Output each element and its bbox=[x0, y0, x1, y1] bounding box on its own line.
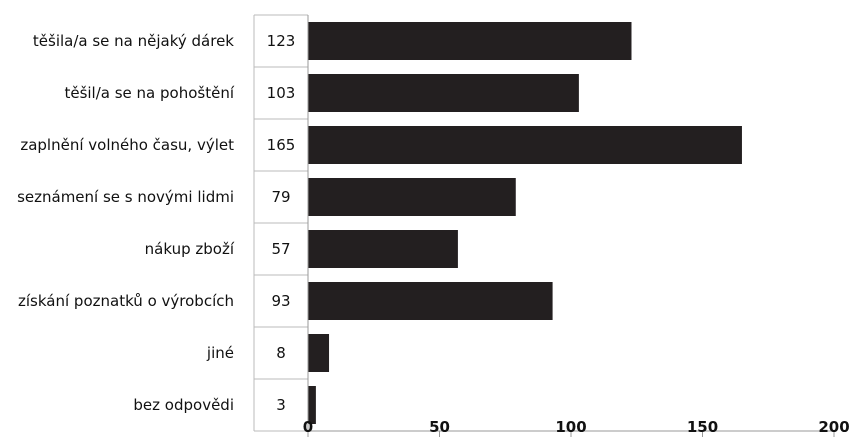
value-label: 79 bbox=[271, 188, 290, 206]
x-tick-label: 150 bbox=[687, 418, 718, 436]
value-label: 3 bbox=[276, 396, 286, 414]
x-tick-label: 200 bbox=[818, 418, 849, 436]
value-label: 123 bbox=[267, 32, 296, 50]
bar bbox=[308, 22, 632, 60]
bar bbox=[308, 386, 316, 424]
bar bbox=[308, 282, 553, 320]
category-label: nákup zboží bbox=[145, 240, 235, 258]
x-tick-label: 100 bbox=[555, 418, 586, 436]
value-label: 93 bbox=[271, 292, 290, 310]
category-label: získání poznatků o výrobcích bbox=[18, 292, 234, 310]
category-label: seznámení se s novými lidmi bbox=[17, 188, 234, 206]
bar bbox=[308, 230, 458, 268]
value-label: 57 bbox=[271, 240, 290, 258]
category-label: jiné bbox=[206, 344, 234, 362]
bar bbox=[308, 334, 330, 372]
category-label: bez odpovědi bbox=[133, 396, 234, 414]
value-label: 103 bbox=[267, 84, 296, 102]
category-label: těšil/a se na pohoštění bbox=[64, 84, 234, 102]
x-tick-label: 0 bbox=[303, 418, 313, 436]
category-label: těšila/a se na nějaký dárek bbox=[33, 32, 234, 50]
bar bbox=[308, 74, 579, 112]
bar bbox=[308, 126, 742, 164]
x-tick-label: 50 bbox=[429, 418, 450, 436]
category-label: zaplnění volného času, výlet bbox=[20, 136, 234, 154]
bar bbox=[308, 178, 516, 216]
value-label: 8 bbox=[276, 344, 286, 362]
value-label: 165 bbox=[267, 136, 296, 154]
